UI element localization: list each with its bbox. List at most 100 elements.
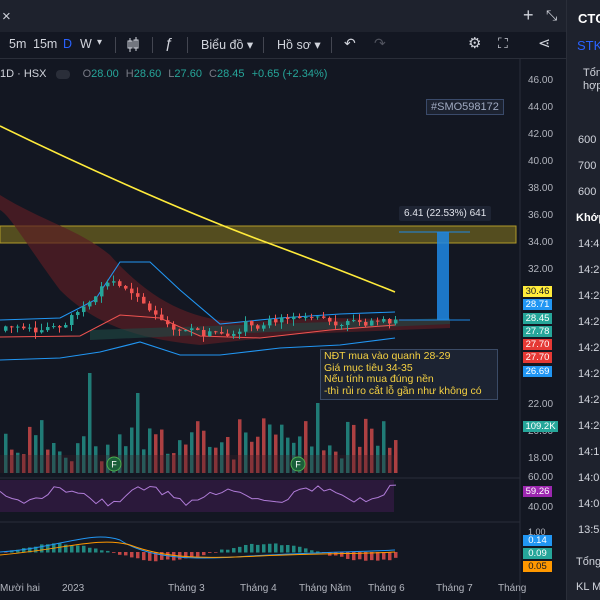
volume-bar (172, 453, 176, 473)
panel-footer: Tổng (576, 556, 600, 568)
panel-tab[interactable]: STK (577, 38, 600, 53)
expand-icon[interactable]: ⤡ (546, 7, 558, 23)
fx-icon[interactable]: ƒ (165, 35, 174, 52)
volume-bar (178, 440, 182, 473)
candle-body (58, 326, 62, 328)
candle-body (322, 316, 326, 318)
candle-body (292, 316, 296, 320)
macd-histogram-bar (292, 545, 296, 553)
panel-header: hợp (583, 80, 600, 92)
candle-body (106, 282, 110, 287)
low-value: 27.60 (174, 68, 202, 80)
chart-menu[interactable]: Biểu đồ ▾ (201, 38, 254, 52)
interval-dropdown-icon[interactable]: ▾ (97, 37, 103, 48)
macd-histogram-bar (76, 545, 80, 553)
candle-body (40, 330, 44, 333)
earnings-marker-label: F (111, 460, 117, 470)
ohlc-legend: 1D · HSX O28.00 H28.60 L27.60 C28.45 +0.… (0, 68, 327, 80)
candles-icon[interactable] (127, 36, 139, 54)
volume-bar (52, 442, 56, 473)
macd-histogram-bar (16, 549, 20, 553)
interval-w[interactable]: W (80, 37, 92, 51)
add-tab-icon[interactable]: + (523, 5, 534, 25)
panel-trade-time: 14:29 (578, 264, 600, 276)
candle-body (256, 325, 260, 329)
candle-body (346, 320, 350, 326)
macd-histogram-bar (280, 545, 284, 553)
candle-body (130, 288, 134, 294)
price-pill: 0.05 (523, 561, 552, 572)
change-value: +0.65 (+2.34%) (251, 68, 328, 80)
symbol-label[interactable]: 1D · HSX (0, 68, 47, 80)
candle-body (34, 327, 38, 333)
close-tab-icon[interactable]: × (2, 8, 11, 25)
volume-bar (346, 421, 350, 473)
ma-short (0, 314, 396, 339)
close-label: C (209, 68, 217, 80)
price-tick-label: 36.00 (528, 210, 554, 221)
share-icon[interactable]: ⋖ (538, 35, 551, 52)
time-tick-label: Mười hai (0, 583, 40, 594)
candle-body (178, 329, 182, 331)
idea-tag[interactable]: #SMO598172 (426, 99, 504, 115)
volume-bar (226, 436, 230, 473)
interval-d[interactable]: D (63, 37, 73, 51)
macd-histogram-bar (136, 552, 140, 559)
toolbar-divider (187, 37, 188, 53)
profile-menu[interactable]: Hồ sơ ▾ (277, 38, 321, 52)
volume-bar (76, 443, 80, 473)
macd-histogram-bar (352, 552, 356, 561)
bollinger-lower (0, 337, 396, 361)
high-value: 28.60 (133, 68, 162, 80)
volume-bar (352, 424, 356, 473)
high-label: H (125, 68, 134, 80)
macd-histogram-bar (64, 544, 68, 553)
candle-body (4, 326, 8, 331)
panel-trade-time: 14:28 (578, 316, 600, 328)
volume-bar (268, 424, 272, 473)
volume-bar (88, 373, 92, 473)
macd-histogram-bar (304, 548, 308, 553)
eye-icon[interactable] (55, 69, 70, 79)
interval-5m[interactable]: 5m (9, 37, 27, 51)
volume-bar (148, 428, 152, 473)
redo-icon[interactable]: ↷ (374, 35, 386, 51)
volume-bar (376, 445, 380, 473)
annotation-note[interactable]: NĐT mua vào quanh 28-29 Giá mục tiêu 34-… (320, 349, 498, 400)
fullscreen-icon[interactable]: ⛶ (498, 35, 508, 51)
volume-bar (238, 419, 242, 473)
candle-body (112, 281, 116, 283)
candle-body (100, 286, 104, 297)
candle-body (238, 331, 242, 334)
undo-icon[interactable]: ↶ (344, 35, 356, 51)
macd-histogram-bar (22, 548, 26, 553)
candle-body (358, 320, 362, 322)
interval-15m[interactable]: 15m (33, 37, 58, 51)
panel-trade-time: 14:17 (578, 446, 600, 458)
volume-bar (280, 424, 284, 473)
price-tick-label: 40.00 (528, 156, 554, 167)
macd-tick-label: 1.00 (528, 527, 546, 537)
settings-icon[interactable]: ⚙ (468, 35, 482, 52)
macd-histogram-bar (100, 550, 104, 553)
candle-body (394, 319, 398, 324)
volume-bar (82, 436, 86, 473)
volume-bar (58, 451, 62, 473)
volume-bar (94, 446, 98, 473)
candle-body (268, 319, 272, 326)
candle-body (274, 319, 278, 323)
candle-body (142, 296, 146, 304)
macd-histogram-bar (268, 543, 272, 553)
time-tick-label: Tháng (498, 583, 527, 594)
macd-histogram-bar (196, 552, 200, 557)
volume-bar (244, 432, 248, 473)
price-pill: 27.70 (523, 339, 552, 350)
candle-body (316, 316, 320, 318)
macd-histogram-bar (154, 552, 158, 562)
panel-footer: KL M (576, 581, 600, 593)
candle-body (160, 314, 164, 321)
macd-signal (0, 541, 396, 558)
candle-body (148, 303, 152, 311)
candle-body (298, 316, 302, 319)
